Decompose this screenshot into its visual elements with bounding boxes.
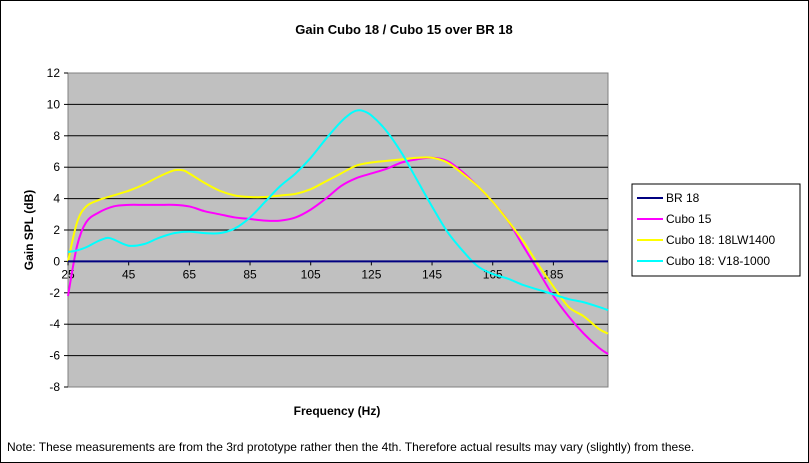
y-tick-label: 10 xyxy=(47,97,61,111)
series-line-cubo-18-v18-1000 xyxy=(67,109,609,312)
legend-label-cubo-18-v18-1000: Cubo 18: V18-1000 xyxy=(666,254,770,268)
x-tick-label: 45 xyxy=(122,267,136,281)
y-axis-ticks: 12 10 8 6 4 2 0 -2 -4 -6 -8 xyxy=(47,66,68,394)
x-tick-label: 105 xyxy=(301,267,321,281)
series-line-cubo-18-18lw1400 xyxy=(67,156,609,335)
legend-label-cubo-18-18lw1400: Cubo 18: 18LW1400 xyxy=(666,233,776,247)
x-tick-label: 185 xyxy=(543,267,563,281)
series-lines xyxy=(67,109,609,355)
y-tick-label: -2 xyxy=(49,286,60,300)
y-tick-label: 6 xyxy=(53,160,60,174)
y-tick-label: 2 xyxy=(53,223,60,237)
legend-label-cubo-15: Cubo 15 xyxy=(666,212,712,226)
x-tick-label: 65 xyxy=(183,267,197,281)
footnote: Note: These measurements are from the 3r… xyxy=(7,440,695,454)
legend-label-br-18: BR 18 xyxy=(666,191,700,205)
series-line-cubo-15 xyxy=(67,156,609,355)
legend: BR 18 Cubo 15 Cubo 18: 18LW1400 Cubo 18: V1… xyxy=(631,183,801,277)
x-tick-label: 85 xyxy=(243,267,257,281)
y-tick-label: 8 xyxy=(53,129,60,143)
x-tick-label: 125 xyxy=(361,267,381,281)
y-tick-label: 0 xyxy=(53,254,60,268)
y-tick-label: 12 xyxy=(47,66,61,80)
x-tick-label: 145 xyxy=(422,267,442,281)
x-axis-title: Frequency (Hz) xyxy=(294,404,381,418)
chart-title: Gain Cubo 18 / Cubo 15 over BR 18 xyxy=(295,22,512,37)
y-tick-label: -6 xyxy=(49,349,60,363)
y-tick-label: 4 xyxy=(53,192,60,206)
y-axis-title: Gain SPL (dB) xyxy=(22,190,36,270)
y-tick-label: -4 xyxy=(49,317,60,331)
y-tick-label: -8 xyxy=(49,380,60,394)
